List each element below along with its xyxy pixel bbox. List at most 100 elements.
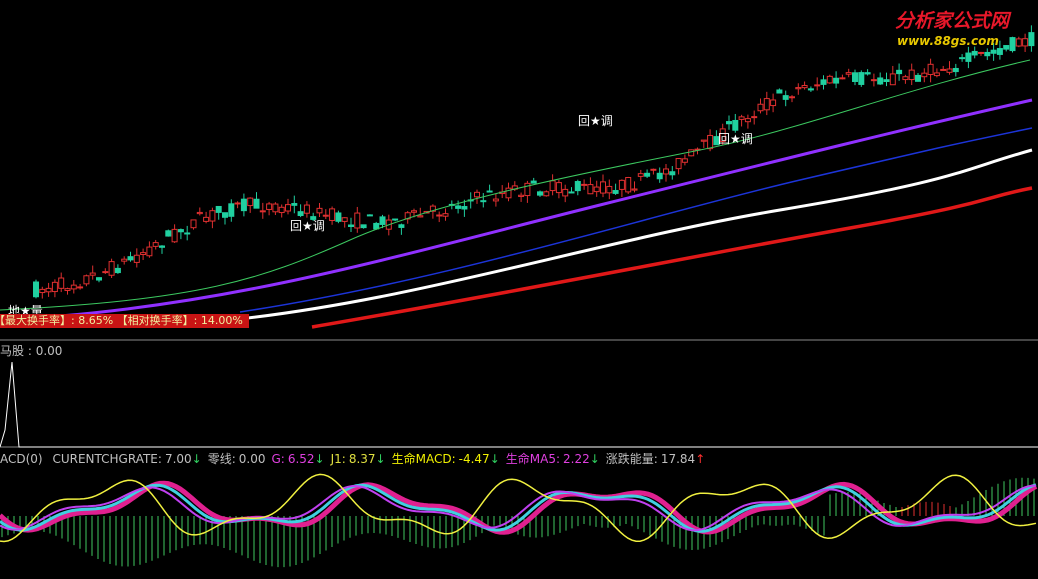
candle-body [272, 203, 279, 213]
candle-body [1022, 38, 1029, 47]
candle-body [858, 72, 865, 85]
candle-body [39, 288, 46, 294]
candle-body [411, 210, 417, 213]
ma-white [229, 148, 1033, 322]
candle-body [379, 216, 386, 225]
candle-body [870, 79, 877, 82]
candle-body [322, 214, 329, 217]
candle-body [140, 252, 147, 256]
candle-body [719, 128, 726, 142]
candle-body [826, 75, 833, 84]
value: 0.00 [35, 344, 63, 358]
indicator-item: G: 6.52↓ [271, 452, 324, 466]
candle-body [247, 197, 254, 207]
annotation: 回★调 [290, 219, 325, 233]
indicator-name: J1: [330, 452, 346, 466]
candle-body [600, 181, 606, 194]
candle-body [946, 68, 953, 73]
indicator-name: 生命MA5: [505, 452, 560, 466]
candle-body [127, 256, 134, 261]
candle-body [795, 87, 802, 90]
candle-body [889, 73, 896, 86]
indicator-line [0, 473, 1037, 543]
annotation: 回★调 [578, 114, 613, 128]
indicator-name: 涨跌能量: [605, 452, 658, 466]
candle-body [789, 96, 795, 99]
candle-body [184, 232, 191, 235]
candle-body [877, 77, 884, 85]
indicator-line [0, 483, 1037, 533]
candle-body [360, 224, 367, 229]
candle-body [303, 204, 310, 214]
candle-body [518, 194, 525, 197]
candle-body [807, 88, 814, 91]
indicator-line [0, 484, 1037, 532]
candle-body [1003, 45, 1010, 50]
candle-body [681, 158, 688, 163]
candle-body [965, 52, 972, 62]
candle-body [45, 287, 52, 293]
ma-short [0, 59, 1031, 311]
candle-body [549, 180, 556, 192]
candle-body [83, 275, 90, 285]
indicator-arrow: ↓ [314, 452, 325, 466]
candle-body [751, 116, 758, 119]
candle-body [631, 188, 638, 191]
candle-body [228, 203, 235, 217]
ma-red [311, 186, 1033, 329]
candle-body [133, 254, 140, 263]
candle-body [814, 84, 821, 87]
indicator-value: 6.52 [287, 452, 315, 466]
candle-body [209, 210, 216, 222]
indicator-item: 生命MACD: -4.47↓ [392, 452, 500, 466]
candle-body [70, 284, 77, 290]
candle-body [474, 191, 480, 198]
candle-body [335, 212, 342, 222]
candle-body [902, 76, 909, 81]
candle-body [215, 205, 222, 213]
candle-body [971, 50, 978, 56]
candle-body [562, 188, 569, 197]
candle-body [530, 180, 537, 184]
label: 马股 : [0, 344, 32, 358]
candle-body [555, 182, 562, 194]
candle-body [436, 214, 443, 217]
indicator-name: CURENTCHGRATE: [52, 452, 162, 466]
candle-body [978, 51, 984, 54]
candle-body [776, 89, 783, 94]
candle-body [587, 184, 594, 195]
candle-body [700, 139, 707, 142]
candle-body [581, 183, 588, 186]
indicator-name: G: [271, 452, 285, 466]
candle-body [921, 72, 928, 78]
logo-url: www.88gs.com [897, 34, 999, 48]
candle-body [915, 74, 921, 82]
candle-body [152, 242, 159, 247]
candle-body [505, 187, 512, 199]
candle-body [593, 186, 600, 193]
indicator-arrow: ↓ [375, 452, 386, 466]
candle-body [833, 77, 840, 84]
candle-body [839, 77, 846, 80]
candle-body [310, 216, 317, 220]
candle-body [266, 203, 273, 210]
candle-body [933, 72, 940, 77]
indicator-arrow: ↓ [489, 452, 500, 466]
candle-body [770, 99, 777, 107]
candle-body [656, 172, 663, 180]
candle-body [744, 118, 751, 123]
indicator-item: 生命MA5: 2.22↓ [506, 452, 600, 466]
candle-body [429, 205, 436, 212]
candle-body [927, 63, 934, 75]
candle-body [618, 179, 625, 190]
indicator-item: J1: 8.37↓ [331, 452, 386, 466]
candle-body [1009, 37, 1016, 52]
candle-body [108, 261, 115, 276]
candle-body [366, 214, 373, 217]
candle-body [952, 67, 959, 73]
candle-body [637, 173, 644, 177]
indicator-value: -4.47 [458, 452, 490, 466]
candle-body [259, 210, 266, 213]
